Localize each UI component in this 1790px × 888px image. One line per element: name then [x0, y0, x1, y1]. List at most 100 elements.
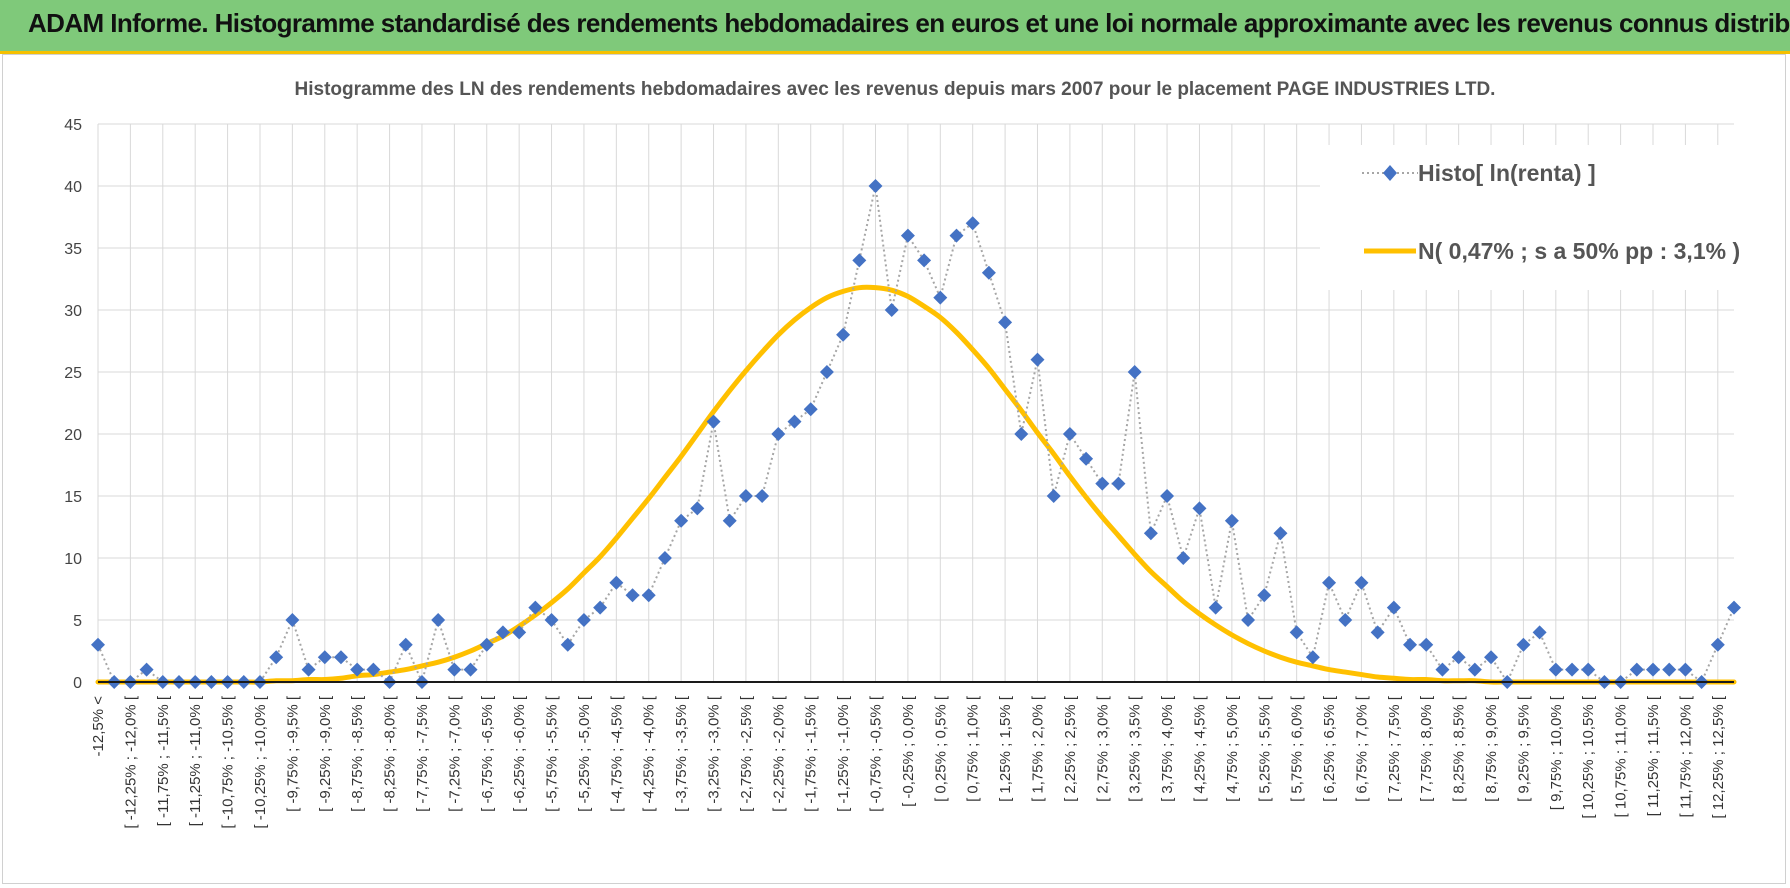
histo-point: [609, 575, 624, 590]
histo-point: [1727, 600, 1741, 615]
x-tick-label: [ -3,25% ; -3,0% [: [706, 695, 723, 812]
histo-point: [560, 637, 575, 652]
x-tick-label: [ 11,25% ; 11,5% [: [1645, 695, 1662, 816]
histo-point: [1046, 489, 1061, 503]
x-tick-label: [ -8,25% ; -8,0% [: [382, 695, 399, 812]
histo-point: [593, 600, 608, 615]
histo-point: [900, 228, 915, 243]
histo-point: [1014, 427, 1029, 441]
legend-background: [1320, 145, 1768, 290]
histo-point: [576, 613, 591, 627]
x-tick-label: [ 3,25% ; 3,5% [: [1127, 695, 1144, 802]
x-tick-label: [ 1,75% ; 2,0% [: [1029, 695, 1046, 802]
legend: Histo[ ln(renta) ] N( 0,47% ; s a 50% pp…: [1320, 145, 1768, 290]
histo-point: [1662, 662, 1677, 677]
histo-point: [1532, 625, 1547, 640]
histo-point: [1354, 575, 1369, 590]
normal-curve-line: [95, 284, 1737, 685]
histo-point: [366, 662, 381, 677]
x-tick-label: [ 0,25% ; 0,5% [: [932, 695, 949, 802]
gridlines: [97, 123, 1734, 683]
histo-point: [803, 402, 818, 417]
histo-point: [787, 414, 802, 429]
histo-point: [139, 662, 154, 677]
x-tick-label: [ -11,75% ; -11,5% [: [155, 695, 172, 826]
histo-point: [1581, 662, 1596, 677]
x-tick-label: [ 2,25% ; 2,5% [: [1062, 695, 1079, 802]
y-tick-label: 0: [73, 675, 82, 692]
histo-point: [285, 613, 300, 627]
x-tick-label: [ 9,75% ; 10,0% [: [1548, 695, 1565, 810]
histo-point: [1143, 526, 1158, 541]
histo-point: [1516, 637, 1531, 652]
x-tick-label: [ 9,25% ; 9,5% [: [1515, 695, 1532, 802]
histo-point: [447, 662, 462, 677]
x-tick-label: [ 6,75% ; 7,0% [: [1353, 695, 1370, 802]
histo-point: [1322, 575, 1337, 590]
histo-point: [1467, 662, 1482, 677]
y-tick-label: 5: [73, 613, 82, 630]
histo-point: [1678, 662, 1693, 677]
histo-point: [301, 662, 316, 677]
x-tick-label: [ -4,25% ; -4,0% [: [641, 695, 658, 812]
histo-point: [965, 216, 980, 231]
y-tick-label: 10: [64, 551, 82, 568]
x-tick-label: [ 7,25% ; 7,5% [: [1386, 695, 1403, 802]
histo-point: [1338, 613, 1353, 627]
histo-point: [933, 290, 948, 305]
y-axis: 0 5 10 15 20 25 30 35 40 45: [64, 117, 82, 692]
histo-point: [1111, 476, 1126, 491]
histo-point: [1224, 513, 1239, 528]
x-tick-label: [ -8,75% ; -8,5% [: [349, 695, 366, 812]
histo-point: [1435, 662, 1450, 677]
chart-title: Histogramme des LN des rendements hebdom…: [295, 79, 1496, 100]
x-tick-label: [ 6,25% ; 6,5% [: [1321, 695, 1338, 802]
x-tick-label: [ 2,75% ; 3,0% [: [1094, 695, 1111, 802]
histo-point: [722, 513, 737, 528]
histo-point: [949, 228, 964, 243]
histo-point: [1192, 501, 1207, 516]
histo-point: [755, 489, 770, 503]
y-tick-label: 30: [64, 303, 82, 320]
histo-point: [998, 315, 1013, 330]
histo-point: [544, 613, 559, 627]
histo-point: [398, 637, 413, 652]
x-tick-label: [ 7,75% ; 8,0% [: [1418, 695, 1435, 802]
histo-point: [836, 327, 851, 342]
x-tick-label: [ 3,75% ; 4,0% [: [1159, 695, 1176, 802]
y-tick-label: 25: [64, 365, 82, 382]
x-tick-label: [ -0,25% ; 0,0% [: [900, 695, 917, 807]
x-tick-label: [ -9,75% ; -9,5% [: [284, 695, 301, 812]
x-tick-label: [ -10,25% ; -10,0% [: [252, 695, 269, 828]
histo-point: [868, 179, 883, 193]
histo-point: [1208, 600, 1223, 615]
histo-point: [674, 513, 689, 528]
histo-point: [852, 253, 867, 268]
x-tick-label: [ -6,25% ; -6,0% [: [511, 695, 528, 812]
histo-point: [690, 501, 705, 516]
histo-point: [1451, 650, 1466, 665]
x-tick-label: [ 5,75% ; 6,0% [: [1289, 695, 1306, 802]
x-tick-label: [ -7,25% ; -7,0% [: [446, 695, 463, 812]
histo-point: [1062, 427, 1077, 441]
histo-point: [1305, 650, 1320, 665]
x-tick-label: [ -9,25% ; -9,0% [: [317, 695, 334, 812]
x-tick-label: [ -0,75% ; -0,5% [: [868, 695, 885, 812]
legend-label-normal: N( 0,47% ; s a 50% pp : 3,1% ): [1418, 238, 1740, 264]
histo-point: [657, 551, 672, 565]
chart-frame: [2, 54, 1786, 884]
y-tick-label: 35: [64, 241, 82, 258]
y-tick-label: 15: [64, 489, 82, 506]
histo-point: [495, 625, 510, 640]
report-banner: ADAM Informe. Histogramme standardisé de…: [0, 0, 1790, 54]
legend-label-histo: Histo[ ln(renta) ]: [1418, 160, 1596, 186]
x-tick-label: [ -12,25% ; -12,0% [: [122, 695, 139, 828]
histo-point: [91, 637, 105, 652]
x-tick-label: [ 0,75% ; 1,0% [: [965, 695, 982, 802]
x-tick-label: [ -10,75% ; -10,5% [: [220, 695, 237, 828]
histo-point: [333, 650, 348, 665]
x-tick-label: [ 11,75% ; 12,0% [: [1677, 695, 1694, 817]
x-tick-label: [ -7,75% ; -7,5% [: [414, 695, 431, 812]
histo-point: [1484, 650, 1499, 665]
